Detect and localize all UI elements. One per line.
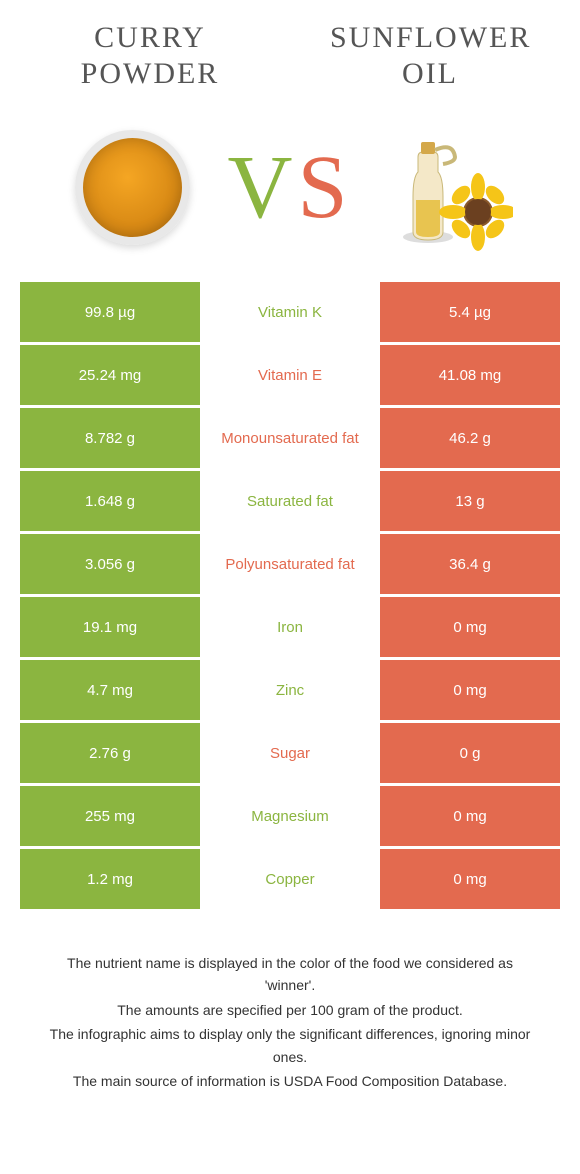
nutrient-label: Iron — [200, 597, 380, 657]
table-row: 4.7 mgZinc0 mg — [20, 660, 560, 720]
left-value: 25.24 mg — [20, 345, 200, 405]
left-product-image — [67, 122, 197, 252]
nutrient-label: Vitamin E — [200, 345, 380, 405]
nutrient-label: Vitamin K — [200, 282, 380, 342]
right-value: 0 mg — [380, 597, 560, 657]
vs-v: V — [227, 138, 297, 237]
footer-line: The main source of information is USDA F… — [40, 1070, 540, 1092]
left-value: 3.056 g — [20, 534, 200, 594]
right-value: 41.08 mg — [380, 345, 560, 405]
right-value: 13 g — [380, 471, 560, 531]
left-value: 1.648 g — [20, 471, 200, 531]
footer-line: The amounts are specified per 100 gram o… — [40, 999, 540, 1021]
left-value: 1.2 mg — [20, 849, 200, 909]
nutrient-label: Polyunsaturated fat — [200, 534, 380, 594]
table-row: 1.2 mgCopper0 mg — [20, 849, 560, 909]
vs-s: S — [297, 138, 352, 237]
table-row: 19.1 mgIron0 mg — [20, 597, 560, 657]
table-row: 8.782 gMonounsaturated fat46.2 g — [20, 408, 560, 468]
left-value: 4.7 mg — [20, 660, 200, 720]
right-value: 0 mg — [380, 849, 560, 909]
right-value: 0 g — [380, 723, 560, 783]
left-value: 255 mg — [20, 786, 200, 846]
right-value: 46.2 g — [380, 408, 560, 468]
right-value: 36.4 g — [380, 534, 560, 594]
table-row: 1.648 gSaturated fat13 g — [20, 471, 560, 531]
footer-notes: The nutrient name is displayed in the co… — [0, 912, 580, 1092]
footer-line: The infographic aims to display only the… — [40, 1023, 540, 1068]
footer-line: The nutrient name is displayed in the co… — [40, 952, 540, 997]
table-row: 25.24 mgVitamin E41.08 mg — [20, 345, 560, 405]
infographic: Curry Powder Sunflower Oil VS — [0, 0, 580, 1092]
nutrient-label: Copper — [200, 849, 380, 909]
table-row: 3.056 gPolyunsaturated fat36.4 g — [20, 534, 560, 594]
curry-powder-icon — [75, 130, 190, 245]
vs-label: VS — [227, 136, 352, 239]
table-row: 99.8 µgVitamin K5.4 µg — [20, 282, 560, 342]
right-product-image — [383, 122, 513, 252]
nutrient-label: Sugar — [200, 723, 380, 783]
right-value: 0 mg — [380, 660, 560, 720]
nutrient-label: Magnesium — [200, 786, 380, 846]
table-row: 255 mgMagnesium0 mg — [20, 786, 560, 846]
right-value: 0 mg — [380, 786, 560, 846]
left-product-title: Curry Powder — [50, 20, 250, 92]
left-value: 19.1 mg — [20, 597, 200, 657]
vs-row: VS — [0, 102, 580, 282]
sunflower-oil-icon — [383, 122, 513, 252]
nutrient-label: Monounsaturated fat — [200, 408, 380, 468]
left-value: 99.8 µg — [20, 282, 200, 342]
left-value: 2.76 g — [20, 723, 200, 783]
header: Curry Powder Sunflower Oil — [0, 0, 580, 102]
left-value: 8.782 g — [20, 408, 200, 468]
right-value: 5.4 µg — [380, 282, 560, 342]
nutrient-label: Saturated fat — [200, 471, 380, 531]
nutrient-table: 99.8 µgVitamin K5.4 µg25.24 mgVitamin E4… — [20, 282, 560, 909]
nutrient-label: Zinc — [200, 660, 380, 720]
right-product-title: Sunflower Oil — [330, 20, 530, 92]
table-row: 2.76 gSugar0 g — [20, 723, 560, 783]
